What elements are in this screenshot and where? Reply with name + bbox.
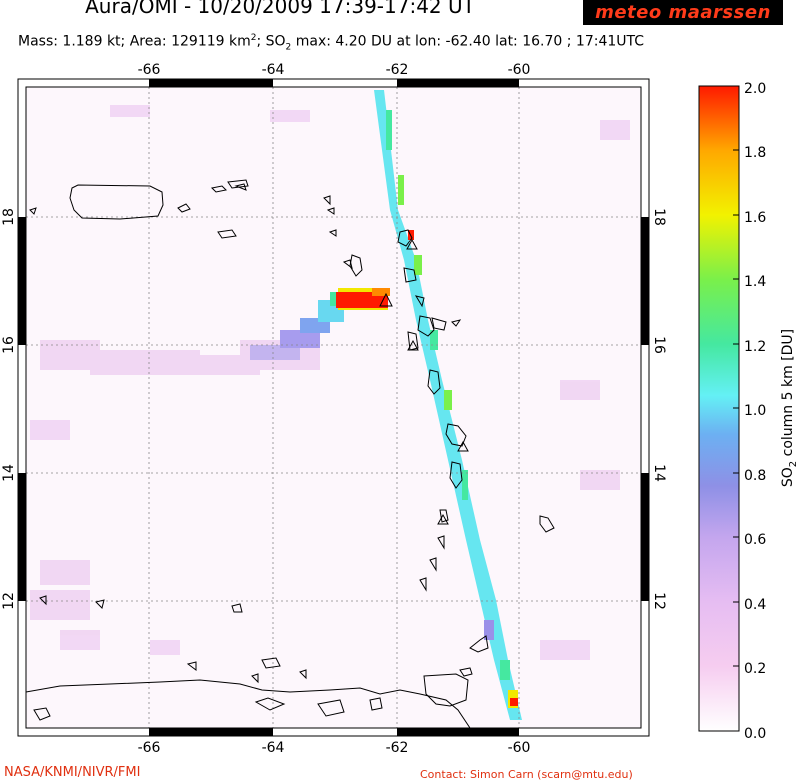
guadeloupe-coast — [417, 315, 435, 337]
colorbar-label-rest: column 5 km [DU] — [780, 329, 796, 461]
lon-tick-bottom: -62 — [386, 740, 409, 756]
lon-tick-bottom: -64 — [262, 740, 285, 756]
lat-tick-right: 14 — [651, 464, 667, 482]
colorbar-label-subscript: 2 — [788, 461, 796, 467]
so2-plume-west — [250, 288, 390, 360]
volcano-icon — [457, 440, 469, 452]
lon-tick-bottom: -60 — [508, 740, 531, 756]
lat-tick-right: 18 — [651, 208, 667, 226]
lon-tick-top: -60 — [508, 62, 531, 78]
graticule — [26, 87, 641, 728]
coastlines — [26, 179, 555, 728]
st-lucia-coast — [449, 461, 463, 489]
barbados-coast — [539, 515, 555, 533]
colorbar-label-so: SO — [780, 467, 796, 487]
puerto-rico-coast — [69, 184, 164, 220]
volcano-markers — [379, 238, 469, 525]
trinidad-coast — [423, 673, 469, 707]
lat-tick-left: 12 — [1, 592, 17, 610]
plume-statistics: Mass: 1.189 kt; Area: 129119 km2; SO2 ma… — [18, 33, 644, 52]
colorbar-tick-label: 1.0 — [744, 403, 766, 419]
colorbar-tick-label: 0.8 — [744, 468, 766, 484]
info-max-location: max: 4.20 DU at lon: -62.40 lat: 16.70 ;… — [291, 33, 645, 50]
colorbar-tick-label: 0.4 — [744, 597, 766, 613]
colorbar-tick-label: 1.2 — [744, 339, 766, 355]
agency-credit: NASA/KNMI/NIVR/FMI — [4, 765, 141, 780]
border-outline — [17, 78, 650, 737]
lat-tick-right: 16 — [651, 336, 667, 354]
lat-tick-left: 14 — [1, 464, 17, 482]
map-frame — [25, 86, 642, 729]
colorbar-tick-label: 2.0 — [744, 81, 766, 97]
meteo-maarssen-logo: meteo maarssen — [583, 0, 783, 25]
colorbar-tick-label: 0.0 — [744, 726, 766, 742]
volcano-icon — [437, 513, 449, 525]
colorbar-tick-label: 1.6 — [744, 210, 766, 226]
map-title: Aura/OMI - 10/20/2009 17:39-17:42 UT — [85, 0, 475, 18]
volcano-icon — [407, 339, 419, 351]
lat-tick-left: 16 — [1, 336, 17, 354]
info-km-exponent: 2 — [250, 33, 257, 43]
dominica-coast — [427, 369, 441, 395]
martinique-coast — [445, 423, 467, 447]
volcano-icon — [406, 238, 418, 250]
colorbar-axis-label: SO2 column 5 km [DU] — [780, 329, 796, 487]
map-border-bars — [18, 79, 649, 736]
colorbar-ticks — [733, 85, 739, 732]
info-mass-area: Mass: 1.189 kt; Area: 129119 km — [18, 33, 251, 50]
colorbar-tick-label: 0.2 — [744, 661, 766, 677]
colorbar-tick-label: 1.8 — [744, 145, 766, 161]
lon-tick-top: -64 — [262, 62, 285, 78]
map-background — [26, 87, 641, 728]
colorbar-tick-label: 0.6 — [744, 532, 766, 548]
volcano-icon — [379, 292, 393, 307]
info-so2-subscript: 2 — [285, 42, 292, 53]
colorbar-tick-label: 1.4 — [744, 274, 766, 290]
lon-tick-bottom: -66 — [138, 740, 161, 756]
lon-tick-top: -66 — [138, 62, 161, 78]
lat-tick-left: 18 — [1, 208, 17, 226]
contact-credit: Contact: Simon Carn (scarn@mtu.edu) — [420, 768, 633, 781]
venezuela-coast — [26, 679, 471, 728]
lat-tick-right: 12 — [651, 592, 667, 610]
so2-orbit-stripe — [374, 90, 522, 720]
colorbar — [698, 85, 740, 732]
lon-tick-top: -62 — [386, 62, 409, 78]
info-so: ; SO — [256, 33, 286, 50]
antigua-barbuda-coast — [397, 229, 413, 247]
